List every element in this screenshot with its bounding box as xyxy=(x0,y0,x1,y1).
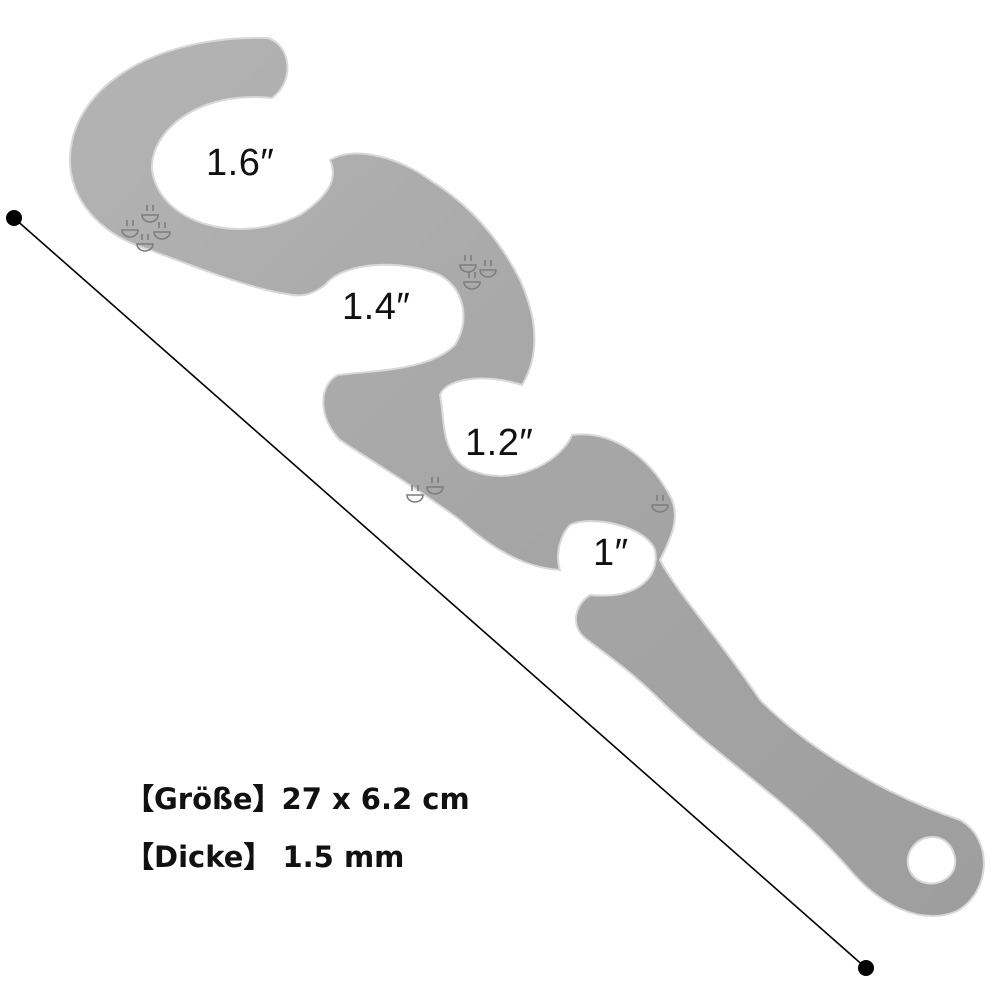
size-spec: 【Größe】27 x 6.2 cm xyxy=(125,782,470,816)
bowl-icon xyxy=(121,220,139,238)
thickness-spec: 【Dicke】 1.5 mm xyxy=(125,840,405,874)
dimension-line xyxy=(6,210,874,976)
dimension-endpoint-bottom xyxy=(858,960,874,976)
bowl-icon xyxy=(141,205,159,223)
bowl-icon xyxy=(426,477,444,495)
portion-label-1-6: 1.6″ xyxy=(206,142,275,184)
dimension-endpoint-top xyxy=(6,210,22,226)
bowl-icon xyxy=(479,260,497,278)
bowl-icon xyxy=(463,272,481,290)
portion-label-1-4: 1.4″ xyxy=(342,286,411,328)
bowl-icon xyxy=(459,255,477,273)
bowl-icon xyxy=(651,495,669,513)
bowl-icon xyxy=(153,222,171,240)
portion-label-1: 1″ xyxy=(593,532,629,574)
bowl-icon xyxy=(406,485,424,503)
portion-label-1-2: 1.2″ xyxy=(465,422,534,464)
measuring-tool xyxy=(68,36,985,917)
bowl-icon xyxy=(136,234,154,252)
